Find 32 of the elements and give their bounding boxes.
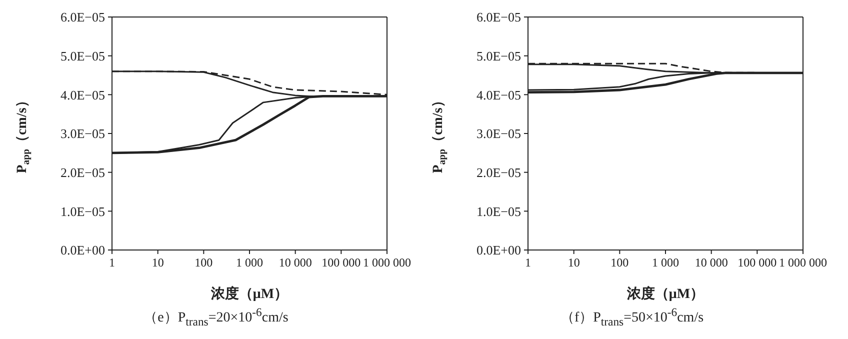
x-tick-label: 10	[152, 256, 164, 270]
x-axis-title: 浓度（μM）	[626, 285, 704, 302]
x-tick-label: 1 000 000	[363, 256, 411, 270]
y-tick-label: 5.0E−05	[476, 48, 521, 64]
x-tick-label: 100	[194, 256, 213, 270]
y-tick-label: 0.0E+00	[60, 242, 105, 258]
y-tick-label: 2.0E−05	[476, 164, 521, 180]
y-tick-label: 1.0E−05	[476, 204, 521, 219]
y-tick-label: 4.0E−05	[60, 87, 105, 102]
y-tick-label: 3.0E−05	[60, 126, 105, 142]
x-tick-label: 1	[109, 256, 115, 270]
x-tick-label: 10 000	[278, 256, 312, 270]
y-tick-label: 6.0E−05	[476, 10, 521, 25]
y-tick-label: 1.0E−05	[60, 204, 105, 219]
x-tick-label: 1	[525, 256, 531, 270]
x-tick-label: 10	[568, 256, 580, 270]
y-tick-label: 0.0E+00	[476, 242, 521, 258]
y-tick-label: 2.0E−05	[60, 164, 105, 180]
x-tick-label: 100	[610, 256, 629, 270]
y-tick-label: 3.0E−05	[476, 126, 521, 142]
x-tick-label: 1 000	[236, 256, 263, 270]
x-tick-label: 100 000	[738, 256, 777, 270]
x-axis-title: 浓度（μM）	[210, 285, 288, 302]
y-tick-label: 4.0E−05	[476, 87, 521, 102]
x-tick-label: 100 000	[322, 256, 361, 270]
text: （f）P$_{trans}$=50×10$^{-6}$cm/s	[559, 306, 705, 328]
text: （e）P$_{trans}$=20×10$^{-6}$cm/s	[142, 306, 290, 328]
x-tick-label: 10 000	[694, 256, 728, 270]
x-tick-label: 1 000 000	[779, 256, 827, 270]
x-tick-label: 1 000	[652, 256, 679, 270]
y-tick-label: 6.0E−05	[60, 10, 105, 25]
y-tick-label: 5.0E−05	[60, 48, 105, 64]
